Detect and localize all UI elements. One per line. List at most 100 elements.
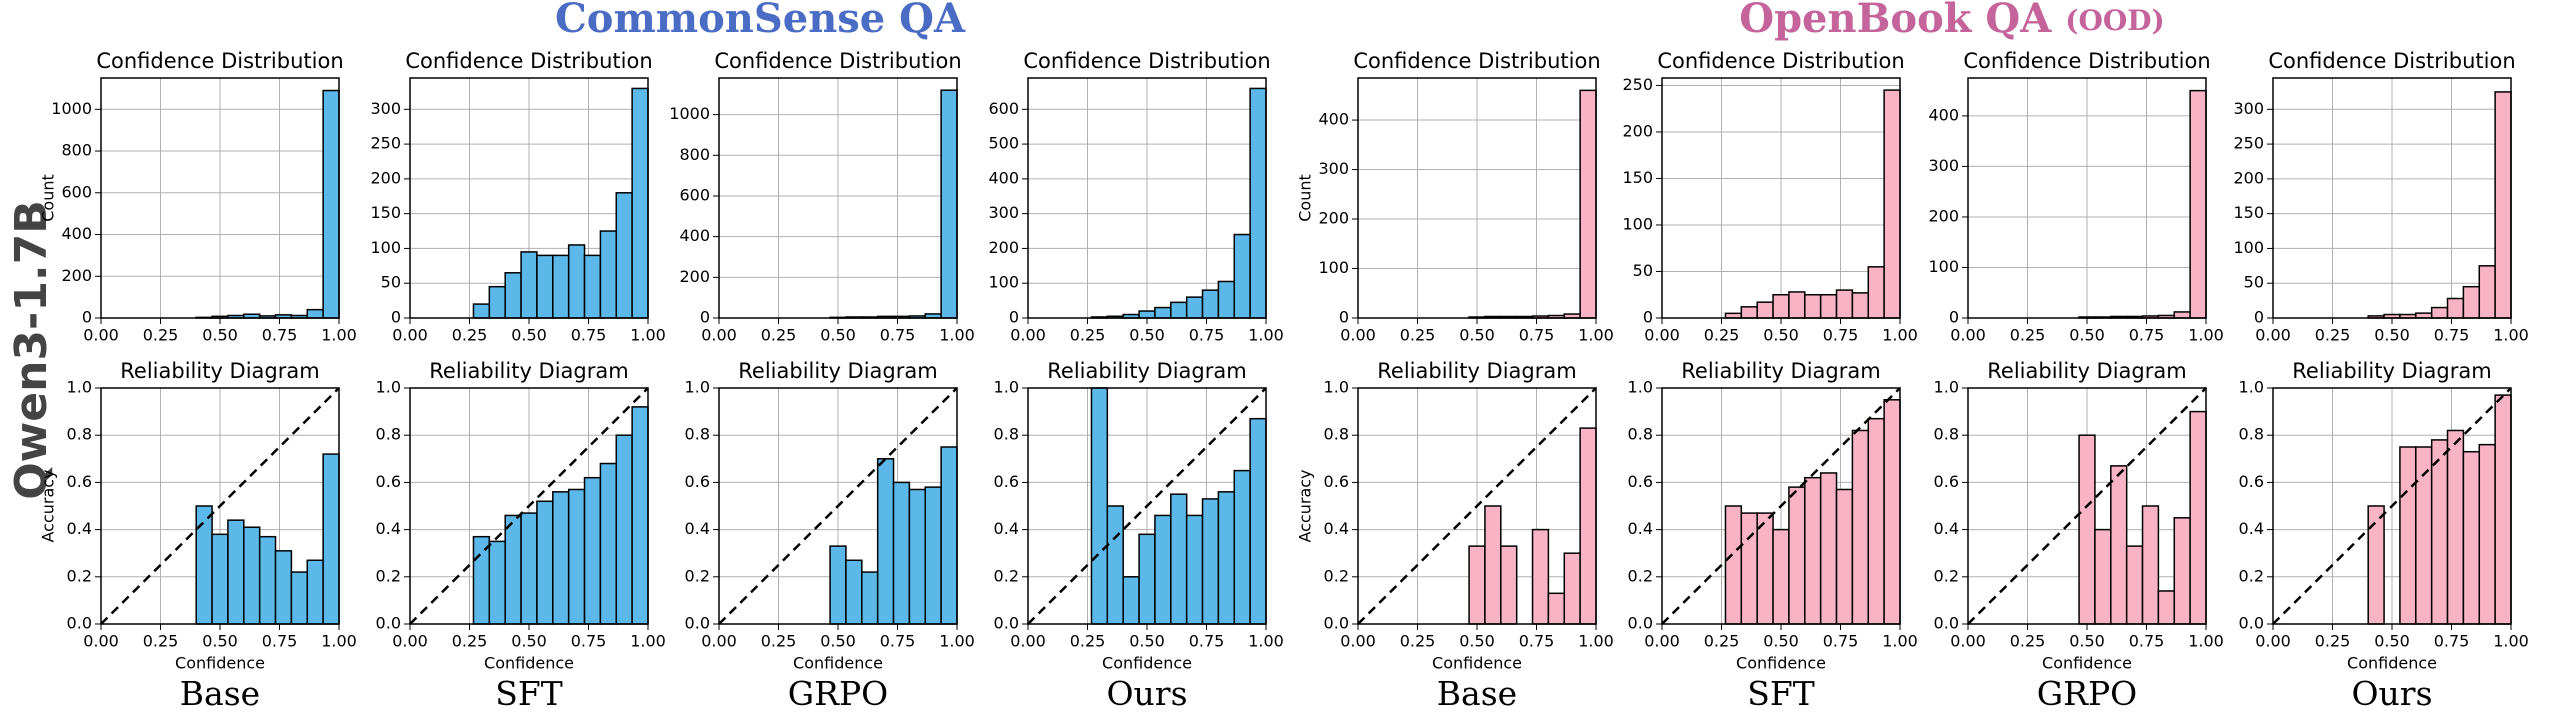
x-tick-label: 0.00 [83, 632, 119, 651]
bar [2173, 517, 2191, 625]
panel-title: Reliability Diagram [1681, 359, 1880, 383]
panel: 0.00 0.25 0.50 0.75 1.00 0 100 200 300 400 Confide… [1296, 49, 1614, 345]
x-tick-label: 0.00 [2255, 326, 2291, 345]
x-tick-label: 0.00 [1010, 632, 1046, 651]
y-tick-label: 0 [1339, 308, 1349, 327]
x-axis-label: Confidence [793, 654, 883, 673]
axes-frame [1967, 77, 2207, 319]
x-tick-label: 0.75 [2434, 326, 2470, 345]
y-tick-label: 1000 [51, 99, 92, 118]
x-tick-label: 0.00 [1644, 632, 1680, 651]
reference-line [1027, 387, 1267, 625]
axes-frame [2272, 77, 2512, 319]
reference-line [100, 387, 340, 625]
y-axis-label: Accuracy [1296, 469, 1315, 542]
y-tick-label: 50 [381, 273, 401, 292]
bar [1185, 296, 1204, 319]
bar [243, 526, 261, 625]
y-tick-label: 0 [1643, 308, 1653, 327]
bar [1804, 476, 1822, 625]
bar [552, 254, 570, 319]
y-tick-label: 300 [988, 203, 1019, 222]
x-tick-label: 0.25 [143, 326, 179, 345]
x-tick-label: 1.00 [939, 326, 975, 345]
bar [2430, 306, 2449, 319]
x-tick-label: 0.75 [262, 326, 298, 345]
bar [2399, 446, 2417, 625]
x-tick-label: 0.75 [1189, 632, 1225, 651]
y-axis-label: Count [1296, 174, 1315, 222]
bar [2462, 285, 2481, 319]
panel: 0.00 0.25 0.50 0.75 1.00 0 50 100 150 200 250 300 Co… [370, 49, 665, 345]
x-tick-label: 0.00 [1340, 326, 1376, 345]
y-tick-label: 300 [1318, 159, 1349, 178]
y-tick-label: 300 [2233, 99, 2264, 118]
panel: 0.00 0.25 0.50 0.75 1.00 0.0 0.2 0.4 0.6 0.8 1.0 Re… [994, 359, 1284, 673]
y-tick-label: 200 [988, 238, 1019, 257]
axes-frame [2272, 387, 2512, 625]
bar [520, 251, 538, 319]
y-tick-label: 100 [988, 273, 1019, 292]
panel-title: Confidence Distribution [96, 49, 343, 73]
y-tick-label: 0.2 [994, 566, 1019, 585]
x-tick-label: 0.00 [1950, 632, 1986, 651]
x-tick-label: 0.75 [1823, 326, 1859, 345]
y-tick-label: 0.2 [2239, 566, 2264, 585]
x-tick-label: 0.25 [143, 632, 179, 651]
bar [1867, 417, 1885, 625]
reference-line [1357, 387, 1597, 625]
x-tick-label: 0.50 [511, 632, 547, 651]
y-tick-label: 200 [2233, 168, 2264, 187]
x-tick-label: 0.50 [2069, 326, 2105, 345]
y-tick-label: 0.6 [376, 472, 401, 491]
y-axis-label: Count [39, 174, 58, 222]
axes-frame [1661, 387, 1901, 625]
y-tick-label: 1.0 [1324, 378, 1349, 397]
bar [1233, 233, 1251, 319]
y-tick-label: 0 [700, 308, 710, 327]
y-axis-label: Accuracy [39, 469, 58, 542]
y-tick-label: 0.4 [1628, 519, 1653, 538]
bar [1468, 545, 1486, 625]
x-tick-label: 1.00 [939, 632, 975, 651]
bar [829, 545, 847, 625]
x-tick-label: 0.50 [1459, 326, 1495, 345]
column-label: GRPO [2037, 674, 2137, 713]
y-tick-label: 400 [61, 224, 92, 243]
panel: 0.00 0.25 0.50 0.75 1.00 0 100 200 300 400 500 600 C… [988, 49, 1283, 345]
bar [1883, 89, 1901, 319]
reference-line [1967, 387, 2207, 625]
y-tick-label: 1000 [669, 104, 710, 123]
bar [1154, 306, 1172, 319]
y-tick-label: 0 [391, 308, 401, 327]
y-tick-label: 1.0 [1628, 378, 1653, 397]
panel: 0.00 0.25 0.50 0.75 1.00 0 200 400 600 800 1000 Con… [39, 49, 357, 345]
bar [1804, 293, 1822, 319]
bar [1484, 505, 1502, 625]
x-tick-label: 1.00 [1578, 326, 1614, 345]
y-tick-label: 0.8 [1934, 425, 1959, 444]
y-tick-label: 100 [370, 238, 401, 257]
panel: 0.00 0.25 0.50 0.75 1.00 0 200 400 600 800 1000 Con… [669, 49, 975, 345]
x-tick-label: 0.25 [452, 632, 488, 651]
x-tick-label: 0.75 [1519, 632, 1555, 651]
panel: 0.00 0.25 0.50 0.75 1.00 0.0 0.2 0.4 0.6 0.8 1.0 Re… [1628, 359, 1918, 673]
bar [876, 458, 895, 625]
bar [599, 462, 618, 625]
bar [940, 446, 958, 625]
y-tick-label: 0.2 [1324, 566, 1349, 585]
y-tick-label: 0.8 [1628, 425, 1653, 444]
x-tick-label: 0.00 [392, 326, 428, 345]
bar [1851, 429, 1870, 625]
x-tick-label: 0.00 [701, 632, 737, 651]
y-tick-label: 50 [1633, 261, 1653, 280]
bar [552, 491, 570, 625]
x-tick-label: 1.00 [630, 326, 666, 345]
x-tick-label: 0.75 [262, 632, 298, 651]
y-tick-label: 0 [82, 308, 92, 327]
bar [227, 519, 245, 625]
x-tick-label: 1.00 [1248, 326, 1284, 345]
bar [195, 505, 213, 625]
reference-line [1661, 387, 1901, 625]
axes-frame [1357, 77, 1597, 319]
